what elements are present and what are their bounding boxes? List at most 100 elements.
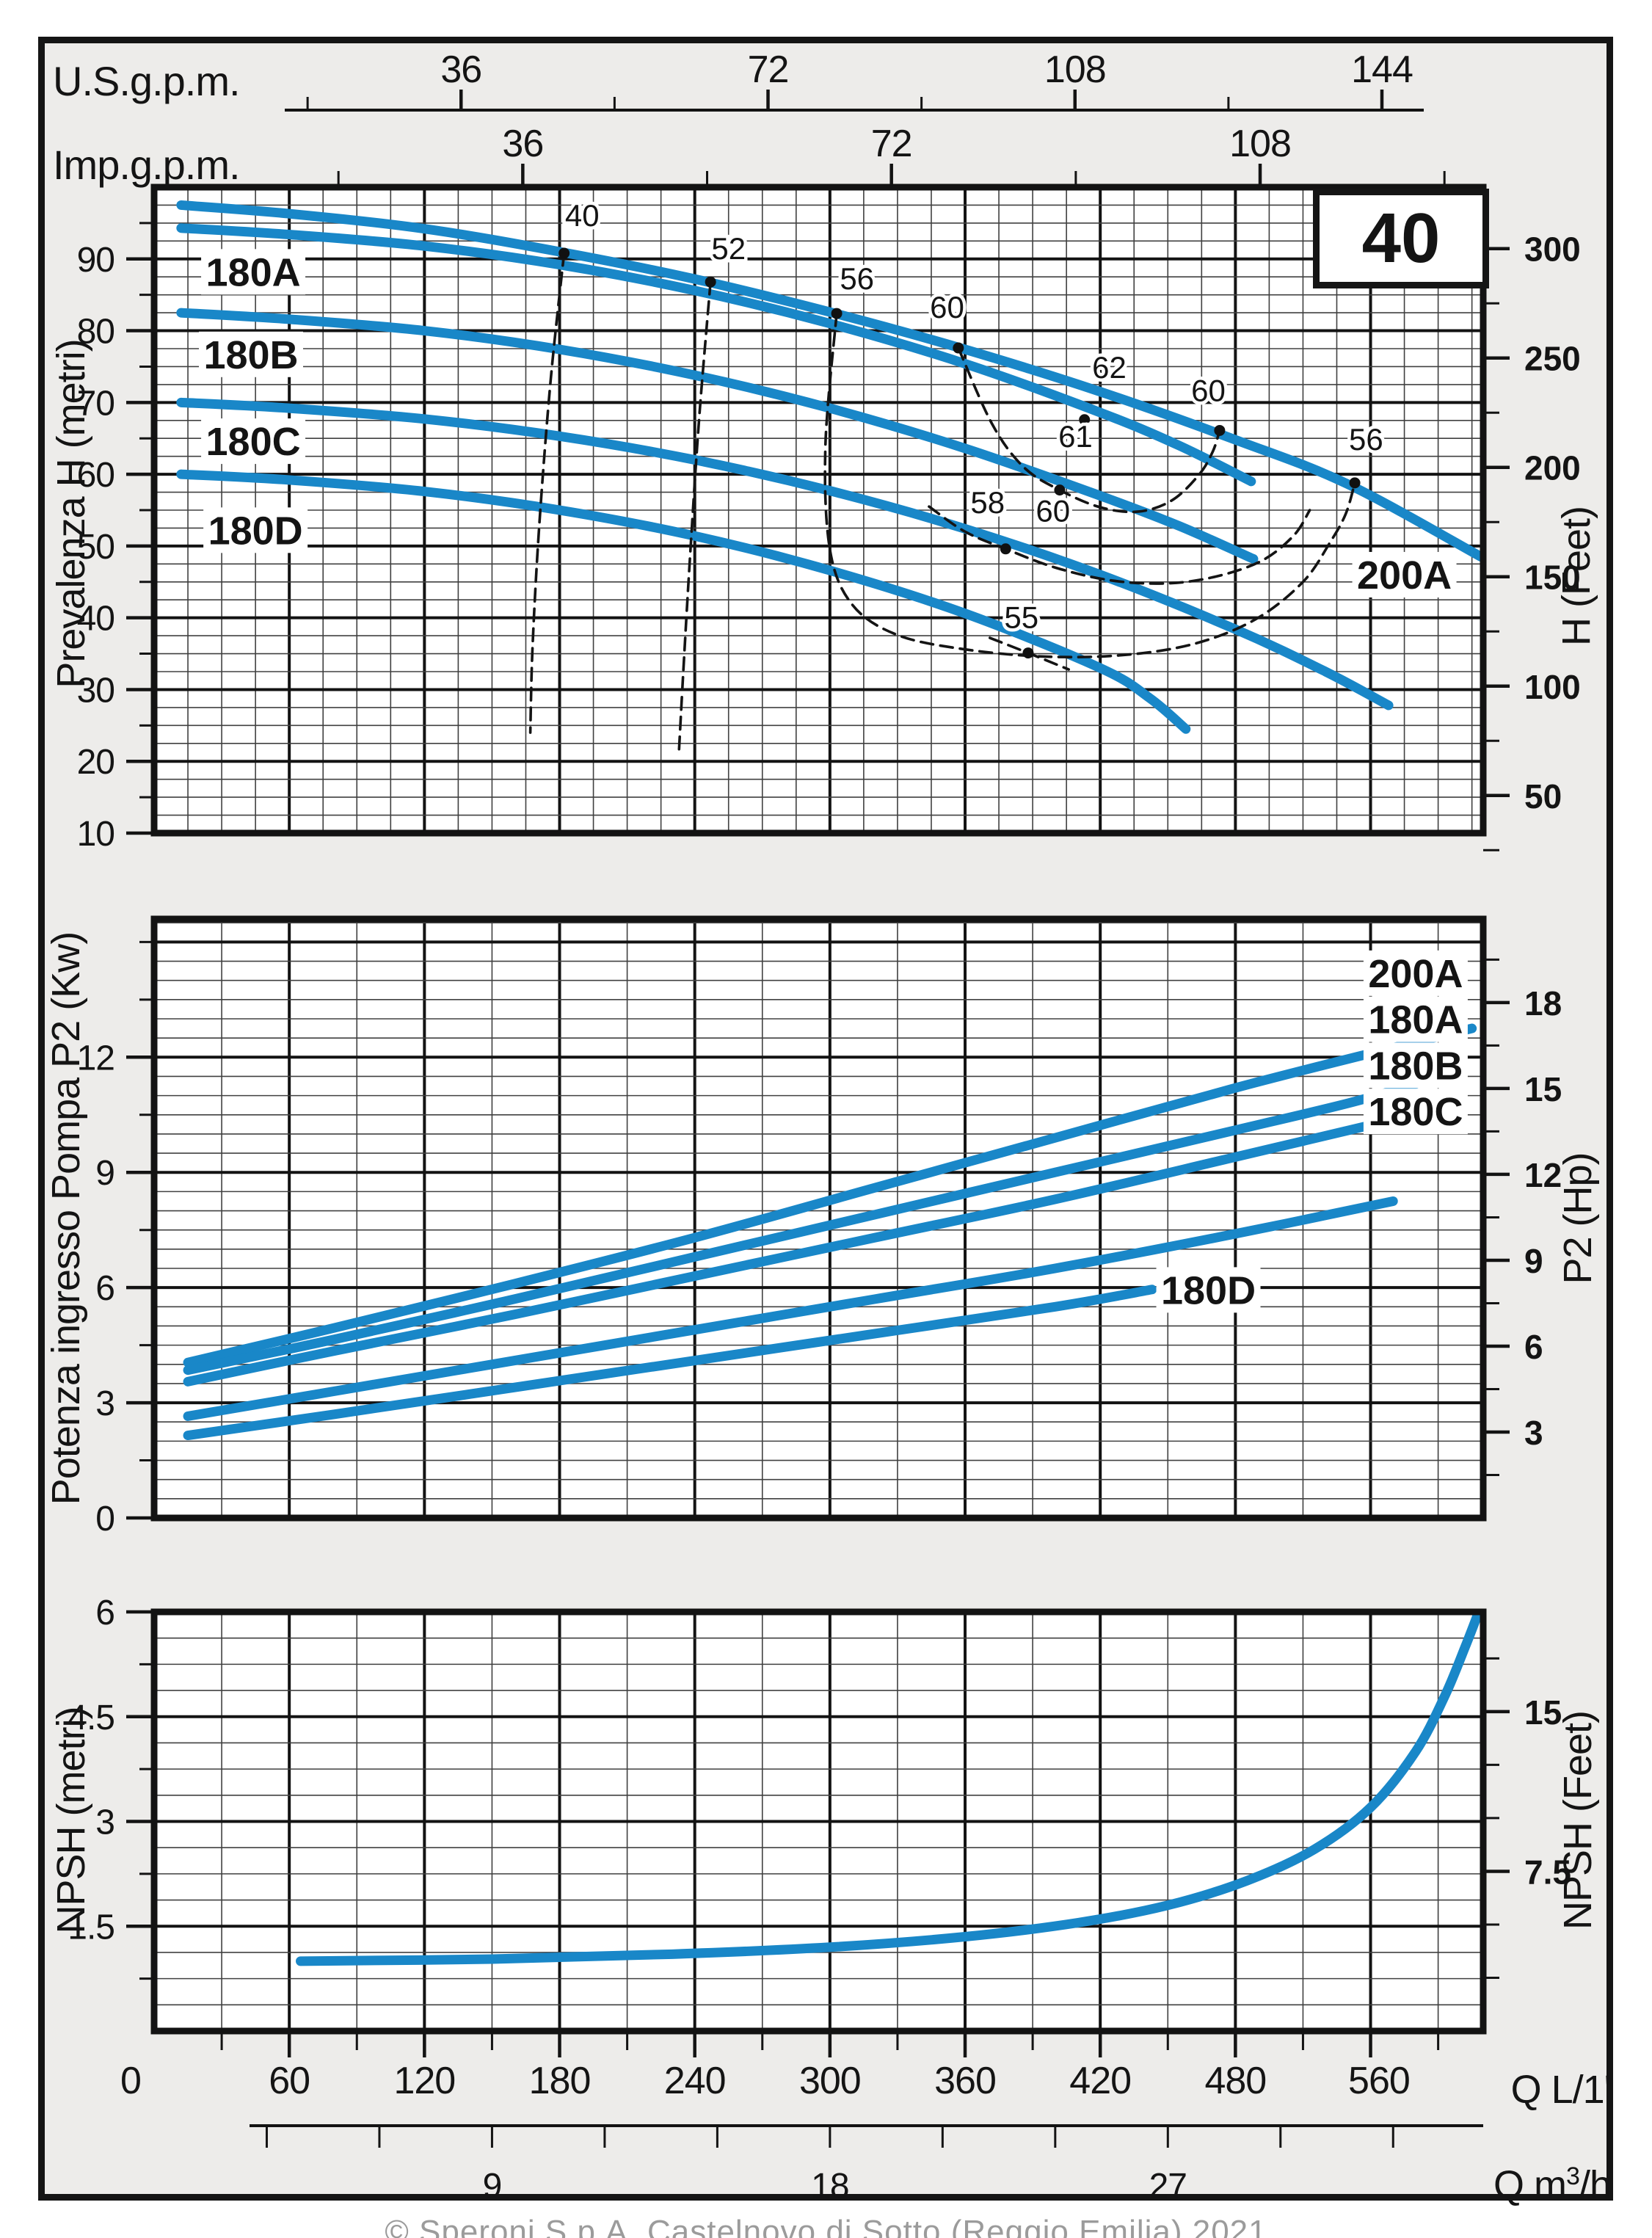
chart-text: 70	[77, 384, 114, 423]
curve-NPSH	[296, 1612, 1483, 1966]
copyright-caption: © Speroni S.p.A. Castelnovo di Sotto (Re…	[385, 2214, 1267, 2238]
chart-text: 20	[77, 743, 114, 782]
efficiency-point	[705, 276, 716, 288]
efficiency-contour-52	[677, 280, 712, 752]
chart-text: 80	[77, 313, 114, 352]
chart-text: 360	[934, 2060, 996, 2102]
chart-text: 200A	[1357, 553, 1452, 597]
chart-text: 108	[1044, 48, 1106, 91]
curve-label-box	[1156, 1267, 1261, 1313]
series-power	[183, 1023, 1477, 1441]
chart-text: 3	[1524, 1414, 1543, 1452]
chart-text: 480	[1204, 2060, 1266, 2102]
chart-text: 15	[1524, 1070, 1562, 1108]
curve-label-box	[1352, 551, 1457, 597]
us-gpm-axis-title: U.S.g.p.m.	[53, 58, 241, 104]
efficiency-point	[558, 247, 570, 259]
curve-label-box	[203, 507, 308, 553]
efficiency-contour-60	[957, 346, 1221, 514]
npsh-y-axis-title: NPSH (metri)	[49, 1707, 93, 1934]
chart-text: 6	[95, 1594, 114, 1632]
imp-gpm-axis-title: Imp.g.p.m.	[53, 142, 241, 188]
chart-text: 27	[1149, 2167, 1187, 2206]
curve-label-box	[201, 418, 306, 465]
chart-text: 50	[1524, 777, 1562, 815]
head-y-axis-title: Prevalenza H (metri)	[49, 339, 93, 689]
chart-text: 50	[77, 528, 114, 567]
curve-180B	[176, 308, 1259, 564]
chart-text: 108	[1229, 123, 1291, 165]
efficiency-contour-40	[528, 252, 566, 734]
chart-text: 12	[77, 1039, 114, 1078]
chart-text: 180	[529, 2060, 591, 2102]
chart-text: 9	[1524, 1242, 1543, 1280]
curve-label-box	[1363, 1042, 1468, 1089]
chart-text: 12	[1524, 1156, 1562, 1194]
curve-200A	[176, 200, 1483, 562]
q-lmin-unit-label: Q L/1'	[1510, 2068, 1612, 2112]
chart-text: 180A	[206, 250, 301, 294]
chart-text: 36	[440, 48, 481, 91]
q-lmin-axis: 0 60 120 180 240 300 360 420 480 560	[120, 2031, 1440, 2102]
chart-text: 72	[748, 48, 789, 91]
chart-text: 18	[811, 2167, 848, 2206]
chart-text: 200	[1524, 449, 1581, 487]
efficiency-point	[1349, 477, 1361, 489]
chart-text: 0	[95, 1500, 114, 1538]
plot-border	[150, 915, 1487, 1522]
q-m3h-unit-label: Q m3/h	[1493, 2162, 1612, 2207]
q-m3h-axis: 9 18 27	[250, 2124, 1483, 2206]
efficiency-point	[1214, 424, 1226, 436]
curve-180D	[183, 1285, 1157, 1441]
model-number-box: 40	[1313, 189, 1489, 288]
chart-text: 90	[77, 241, 114, 280]
chart-text: 300	[799, 2060, 861, 2102]
chart-text: 180D	[1161, 1268, 1256, 1312]
power-hp-axis-title: P2 (Hp)	[1556, 1152, 1600, 1285]
power-y-axis-title: Potenza ingresso Pompa P2 (Kw)	[44, 931, 88, 1505]
chart-text: 9	[95, 1154, 114, 1193]
chart-text: 58	[970, 485, 1005, 520]
chart-text: 200A	[1368, 952, 1463, 996]
series-npsh	[296, 1612, 1483, 1966]
chart-text: 72	[871, 123, 912, 165]
curve-label-box	[1363, 1089, 1468, 1135]
chart-text: 120	[393, 2060, 455, 2102]
chart-text: 100	[1524, 668, 1581, 706]
curve-180B	[183, 1117, 1387, 1387]
chart-text: 180D	[208, 509, 303, 553]
chart-text: 144	[1351, 48, 1413, 91]
chart-text: 56	[1349, 422, 1383, 457]
chart-npsh: 1.5 3 4.5 6 7.5 15	[68, 1594, 1571, 2035]
chart-text: 180B	[1368, 1044, 1463, 1088]
head-feet-axis-title: H (Feet)	[1554, 506, 1598, 647]
series-head	[176, 200, 1483, 752]
chart-head: 180A 180B 180C 180D 200A 40 52 56 56 60 60 62 61 60 58…	[77, 184, 1581, 854]
curve-180D	[176, 469, 1191, 734]
efficiency-contour-58	[928, 505, 1311, 585]
chart-text: 3	[95, 1384, 114, 1423]
curve-180A	[183, 1079, 1421, 1376]
chart-text: 10	[77, 815, 114, 854]
chart-text: 420	[1069, 2060, 1131, 2102]
chart-text: 250	[1524, 340, 1581, 378]
chart-text: 9	[483, 2167, 502, 2206]
efficiency-point	[953, 342, 964, 354]
chart-text: 60	[1036, 494, 1070, 528]
efficiency-point	[1000, 543, 1011, 555]
npsh-feet-axis-title: NPSH (Feet)	[1556, 1710, 1600, 1930]
chart-text: 240	[664, 2060, 726, 2102]
chart-text: 62	[1092, 350, 1127, 385]
curve-label-box	[201, 249, 306, 295]
chart-text: 560	[1348, 2060, 1410, 2102]
efficiency-point	[1054, 484, 1066, 496]
efficiency-point	[1079, 414, 1091, 426]
chart-text: 150	[1524, 559, 1581, 597]
curve-200A	[183, 1023, 1477, 1367]
curve-label-box	[1363, 996, 1468, 1042]
curve-180C	[183, 1196, 1398, 1421]
chart-text: 4.5	[68, 1699, 114, 1737]
